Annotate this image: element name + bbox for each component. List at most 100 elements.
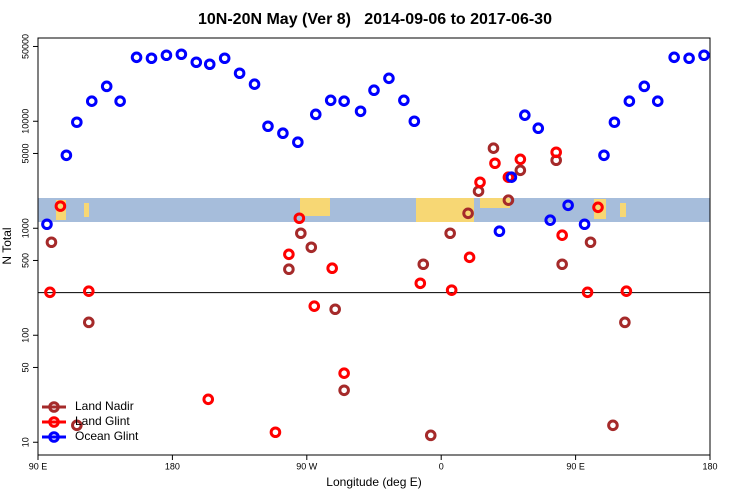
x-tick-label: 0 <box>439 461 444 471</box>
point <box>474 176 486 189</box>
point <box>683 52 695 65</box>
point <box>71 419 83 432</box>
x-tick-label: 90 W <box>296 461 318 471</box>
point <box>623 95 636 107</box>
point <box>203 58 216 71</box>
point <box>592 201 604 214</box>
point <box>190 56 203 69</box>
point <box>368 84 380 97</box>
point <box>532 122 545 135</box>
point <box>71 116 83 129</box>
point <box>408 115 421 128</box>
point <box>305 241 318 254</box>
point <box>608 116 621 129</box>
point <box>398 94 410 107</box>
legend-marker <box>48 431 60 443</box>
point <box>383 72 395 85</box>
y-tick-label: 500 <box>20 253 30 268</box>
point <box>519 109 531 121</box>
point <box>514 164 527 177</box>
point <box>283 263 295 276</box>
point <box>620 285 633 298</box>
point <box>462 207 474 220</box>
point <box>100 80 113 93</box>
point <box>556 258 568 271</box>
x-axis-label: Longitude (deg E) <box>326 475 421 489</box>
point <box>514 153 527 166</box>
point <box>584 236 597 249</box>
legend-marker <box>48 401 60 413</box>
point <box>44 286 56 299</box>
point <box>262 120 274 133</box>
point <box>329 303 341 316</box>
point <box>502 194 515 206</box>
x-tick-label: 90 E <box>566 461 585 471</box>
map-strip <box>38 198 710 222</box>
y-tick-label: 5000 <box>20 143 30 163</box>
y-tick-label: 1000 <box>20 218 30 238</box>
point <box>414 277 427 290</box>
y-tick-label: 50000 <box>20 34 30 59</box>
point <box>145 52 158 65</box>
point <box>41 218 53 231</box>
point <box>45 236 58 249</box>
point <box>556 229 568 242</box>
x-tick-label: 90 E <box>29 461 48 471</box>
legend-marker <box>48 416 60 428</box>
point <box>54 200 67 212</box>
point <box>248 78 261 91</box>
point <box>668 51 680 64</box>
point <box>638 80 651 93</box>
point <box>130 51 143 64</box>
point <box>308 300 321 312</box>
point <box>309 108 322 121</box>
point <box>324 94 337 107</box>
point <box>82 316 95 329</box>
point <box>218 52 231 65</box>
y-axis-label: N Total <box>0 227 14 264</box>
plot-frame <box>37 37 711 456</box>
point <box>581 286 594 299</box>
point <box>338 95 350 107</box>
point <box>82 285 95 298</box>
point <box>489 157 501 170</box>
y-tick-label: 10 <box>20 437 30 447</box>
point <box>293 212 306 225</box>
x-tick-label: 180 <box>702 461 717 471</box>
point <box>292 136 304 149</box>
chart-title: 10N-20N May (Ver 8) 2014-09-06 to 2017-0… <box>198 11 552 28</box>
y-tick-label: 10000 <box>20 109 30 134</box>
y-tick-label: 100 <box>20 328 30 343</box>
point <box>338 384 350 397</box>
point <box>354 105 367 118</box>
legend-label: Ocean Glint <box>75 429 139 443</box>
point <box>598 149 610 162</box>
point <box>114 95 126 107</box>
point <box>175 48 188 61</box>
point <box>283 248 295 261</box>
point <box>85 95 98 107</box>
point <box>444 227 456 240</box>
point <box>277 127 289 140</box>
point <box>607 419 619 432</box>
point <box>578 218 591 231</box>
point <box>60 149 73 162</box>
x-tick-label: 180 <box>165 461 180 471</box>
point <box>424 429 437 442</box>
point <box>326 262 338 275</box>
legend-label: Land Nadir <box>75 399 134 413</box>
point <box>651 95 664 107</box>
point <box>487 142 500 155</box>
point <box>233 67 246 80</box>
point <box>417 258 430 271</box>
point <box>160 49 173 62</box>
y-tick-label: 50 <box>20 362 30 372</box>
point <box>202 393 215 406</box>
point <box>550 146 562 159</box>
point <box>338 367 350 379</box>
point <box>619 316 631 329</box>
legend-label: Land Glint <box>75 414 130 428</box>
point <box>562 199 574 212</box>
point <box>295 227 307 240</box>
point <box>698 49 710 62</box>
